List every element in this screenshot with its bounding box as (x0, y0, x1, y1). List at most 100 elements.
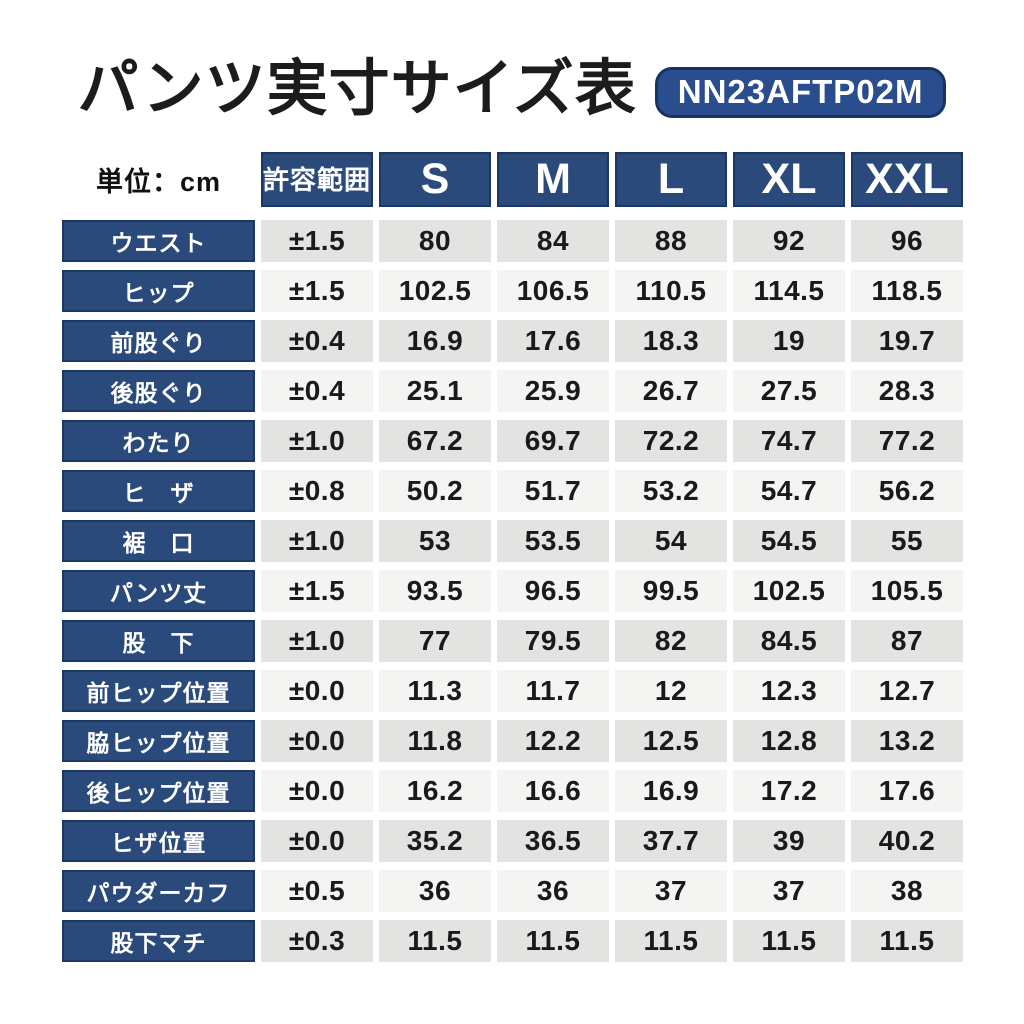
value-cell: 38 (851, 870, 963, 912)
value-cell: 36 (497, 870, 609, 912)
value-cell: 11.7 (497, 670, 609, 712)
column-header-size-xl: XL (733, 152, 845, 207)
tolerance-cell: ±1.5 (261, 220, 373, 262)
value-cell: 88 (615, 220, 727, 262)
value-cell: 12.2 (497, 720, 609, 762)
row-label: ヒザ位置 (62, 820, 255, 862)
value-cell: 37.7 (615, 820, 727, 862)
value-cell: 54 (615, 520, 727, 562)
row-label: ヒ ザ (62, 470, 255, 512)
value-cell: 19.7 (851, 320, 963, 362)
row-label: ヒップ (62, 270, 255, 312)
value-cell: 69.7 (497, 420, 609, 462)
row-label: 股 下 (62, 620, 255, 662)
table-row: 前股ぐり ±0.4 16.9 17.6 18.3 19 19.7 (62, 320, 964, 362)
table-row: 後股ぐり ±0.4 25.1 25.9 26.7 27.5 28.3 (62, 370, 964, 412)
value-cell: 28.3 (851, 370, 963, 412)
value-cell: 17.6 (497, 320, 609, 362)
value-cell: 11.8 (379, 720, 491, 762)
size-table: 単位：cm 許容範囲 S M L XL XXL ウエスト ±1.5 80 84 88 92 96 ヒップ… (62, 152, 964, 962)
table-row: わたり ±1.0 67.2 69.7 72.2 74.7 77.2 (62, 420, 964, 462)
value-cell: 114.5 (733, 270, 845, 312)
tolerance-cell: ±1.0 (261, 520, 373, 562)
page-title: パンツ実寸サイズ表 (77, 53, 637, 122)
table-row: ウエスト ±1.5 80 84 88 92 96 (62, 220, 964, 262)
tolerance-cell: ±0.0 (261, 670, 373, 712)
value-cell: 37 (733, 870, 845, 912)
value-cell: 11.5 (733, 920, 845, 962)
tolerance-cell: ±0.0 (261, 720, 373, 762)
value-cell: 102.5 (733, 570, 845, 612)
table-row: ヒップ ±1.5 102.5 106.5 110.5 114.5 118.5 (62, 270, 964, 312)
value-cell: 106.5 (497, 270, 609, 312)
value-cell: 27.5 (733, 370, 845, 412)
value-cell: 54.5 (733, 520, 845, 562)
table-row: 股下マチ ±0.3 11.5 11.5 11.5 11.5 11.5 (62, 920, 964, 962)
tolerance-cell: ±1.0 (261, 420, 373, 462)
value-cell: 99.5 (615, 570, 727, 612)
value-cell: 11.5 (615, 920, 727, 962)
unit-label: 単位：cm (95, 167, 222, 197)
value-cell: 92 (733, 220, 845, 262)
tolerance-cell: ±0.4 (261, 370, 373, 412)
row-label: 後ヒップ位置 (62, 770, 255, 812)
value-cell: 16.6 (497, 770, 609, 812)
value-cell: 40.2 (851, 820, 963, 862)
value-cell: 36 (379, 870, 491, 912)
value-cell: 17.6 (851, 770, 963, 812)
value-cell: 105.5 (851, 570, 963, 612)
tolerance-cell: ±0.8 (261, 470, 373, 512)
value-cell: 19 (733, 320, 845, 362)
value-cell: 11.5 (497, 920, 609, 962)
value-cell: 102.5 (379, 270, 491, 312)
column-header-size-xxl: XXL (851, 152, 963, 207)
row-label: 後股ぐり (62, 370, 255, 412)
tolerance-cell: ±1.5 (261, 570, 373, 612)
value-cell: 87 (851, 620, 963, 662)
value-cell: 12.3 (733, 670, 845, 712)
product-code-badge: NN23AFTP02M (654, 66, 947, 118)
value-cell: 84 (497, 220, 609, 262)
table-row: ヒザ位置 ±0.0 35.2 36.5 37.7 39 40.2 (62, 820, 964, 862)
row-label: 股下マチ (62, 920, 255, 962)
row-label: 裾 口 (62, 520, 255, 562)
table-row: ヒ ザ ±0.8 50.2 51.7 53.2 54.7 56.2 (62, 470, 964, 512)
table-row: 脇ヒップ位置 ±0.0 11.8 12.2 12.5 12.8 13.2 (62, 720, 964, 762)
value-cell: 17.2 (733, 770, 845, 812)
column-header-tolerance: 許容範囲 (261, 152, 373, 207)
tolerance-cell: ±0.4 (261, 320, 373, 362)
row-label: 前ヒップ位置 (62, 670, 255, 712)
value-cell: 77 (379, 620, 491, 662)
value-cell: 25.1 (379, 370, 491, 412)
tolerance-cell: ±1.0 (261, 620, 373, 662)
value-cell: 67.2 (379, 420, 491, 462)
value-cell: 72.2 (615, 420, 727, 462)
value-cell: 55 (851, 520, 963, 562)
value-cell: 51.7 (497, 470, 609, 512)
table-row: パウダーカフ ±0.5 36 36 37 37 38 (62, 870, 964, 912)
value-cell: 11.5 (379, 920, 491, 962)
value-cell: 35.2 (379, 820, 491, 862)
value-cell: 12.5 (615, 720, 727, 762)
column-header-size-s: S (379, 152, 491, 207)
tolerance-cell: ±0.3 (261, 920, 373, 962)
value-cell: 16.2 (379, 770, 491, 812)
row-label: 前股ぐり (62, 320, 255, 362)
value-cell: 26.7 (615, 370, 727, 412)
value-cell: 39 (733, 820, 845, 862)
table-row: 裾 口 ±1.0 53 53.5 54 54.5 55 (62, 520, 964, 562)
value-cell: 93.5 (379, 570, 491, 612)
value-cell: 77.2 (851, 420, 963, 462)
value-cell: 118.5 (851, 270, 963, 312)
table-body: ウエスト ±1.5 80 84 88 92 96 ヒップ ±1.5 102.5 106.5 110.5… (62, 220, 964, 962)
row-label: 脇ヒップ位置 (62, 720, 255, 762)
tolerance-cell: ±0.0 (261, 770, 373, 812)
value-cell: 56.2 (851, 470, 963, 512)
value-cell: 74.7 (733, 420, 845, 462)
value-cell: 36.5 (497, 820, 609, 862)
value-cell: 16.9 (379, 320, 491, 362)
value-cell: 11.3 (379, 670, 491, 712)
value-cell: 110.5 (615, 270, 727, 312)
value-cell: 12 (615, 670, 727, 712)
tolerance-cell: ±1.5 (261, 270, 373, 312)
